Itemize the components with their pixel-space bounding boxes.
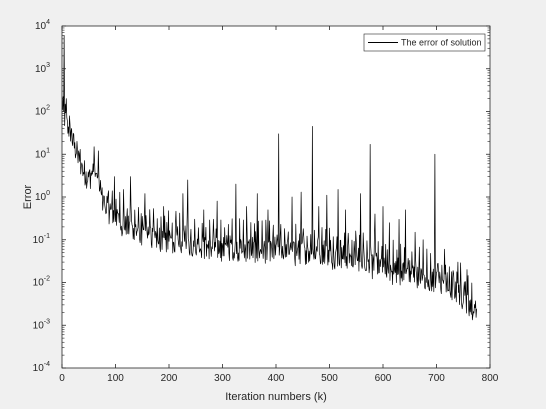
x-tick-label: 300	[214, 373, 231, 384]
legend-box	[363, 33, 486, 52]
x-tick-label: 400	[268, 373, 285, 384]
x-tick-label: 200	[161, 373, 178, 384]
y-tick-label: 10-1	[33, 233, 50, 246]
x-tick-label: 800	[482, 373, 499, 384]
data-layer	[61, 35, 477, 321]
legend-label: The error of solution	[401, 38, 482, 48]
x-tick-label: 100	[107, 373, 124, 384]
legend: The error of solution	[363, 33, 486, 52]
y-tick-label: 100	[35, 190, 50, 203]
y-axis-label: Error	[22, 184, 34, 209]
y-tick-label: 103	[35, 62, 50, 75]
y-tick-label: 10-4	[33, 361, 50, 374]
x-axis-label: Iteration numbers (k)	[225, 391, 326, 403]
y-tick-label: 10-3	[33, 318, 50, 331]
x-tick-label: 700	[428, 373, 445, 384]
y-tick-label: 101	[35, 147, 50, 160]
series-line-error-of-solution	[61, 35, 477, 321]
ticks-layer: 0 100 200 300 400 500 600 700 800 10-4 10-3 10-2 10-…	[33, 19, 499, 384]
y-tick-label: 104	[35, 19, 50, 32]
y-tick-label: 10-2	[33, 276, 50, 289]
x-tick-label: 0	[59, 373, 65, 384]
x-tick-label: 500	[321, 373, 338, 384]
y-tick-label: 102	[35, 105, 50, 118]
x-tick-label: 600	[375, 373, 392, 384]
plot-area	[62, 26, 490, 368]
